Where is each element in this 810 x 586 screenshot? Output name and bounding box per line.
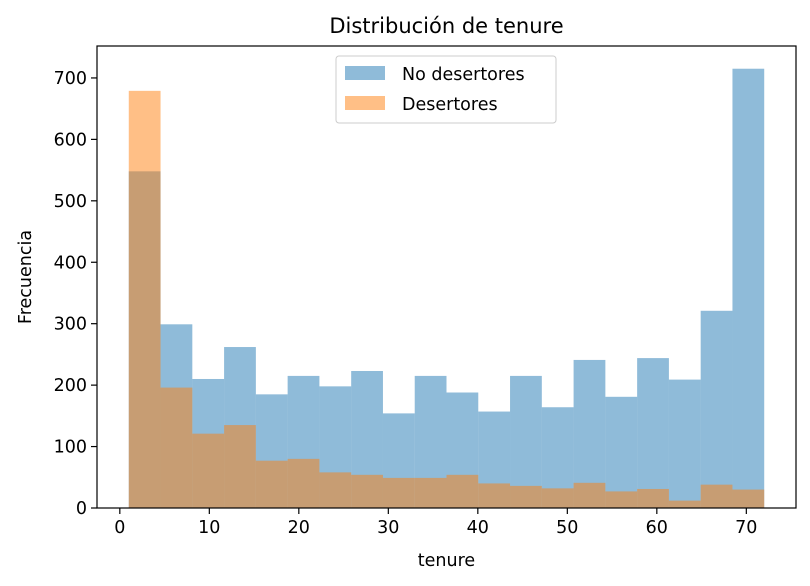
bar-desertores <box>351 474 383 508</box>
x-tick-label: 0 <box>114 518 125 538</box>
y-tick-label: 500 <box>54 192 87 212</box>
bar-desertores <box>382 477 415 508</box>
y-tick-label: 300 <box>54 315 87 335</box>
bar-desertores <box>732 489 765 508</box>
y-tick-label: 100 <box>54 438 87 458</box>
y-tick-label: 200 <box>54 376 87 396</box>
legend-box <box>335 55 557 124</box>
bar-desertores <box>573 482 606 508</box>
legend-swatch <box>345 66 385 80</box>
bar-desertores <box>255 460 288 508</box>
bar-desertores <box>637 488 669 508</box>
chart-title: Distribución de tenure <box>329 14 563 38</box>
bar-desertores <box>510 485 542 508</box>
x-tick-label: 40 <box>467 518 489 538</box>
y-axis-label: Frecuencia <box>16 230 36 324</box>
legend-swatch <box>345 96 385 110</box>
bar-desertores <box>319 472 352 508</box>
bar-desertores <box>700 484 733 508</box>
x-tick-label: 70 <box>735 518 757 538</box>
bar-desertores <box>224 425 256 508</box>
bar-desertores <box>287 458 320 508</box>
axes-frame <box>96 45 797 509</box>
bar-no-desertores <box>605 396 638 508</box>
y-tick-label: 0 <box>76 499 87 519</box>
bar-no-desertores <box>700 310 733 508</box>
bar-desertores <box>160 387 193 508</box>
bar-desertores <box>446 474 479 508</box>
x-tick-label: 60 <box>646 518 668 538</box>
bar-desertores <box>478 483 511 508</box>
legend: No desertores Desertores <box>335 55 557 124</box>
x-tick-label: 50 <box>556 518 578 538</box>
bar-desertores <box>128 90 161 509</box>
x-axis-label: tenure <box>418 551 475 571</box>
bar-no-desertores <box>637 358 669 508</box>
bar-desertores <box>668 500 701 508</box>
x-tick-label: 30 <box>377 518 399 538</box>
bar-no-desertores <box>732 68 765 508</box>
y-tick-label: 700 <box>54 69 87 89</box>
x-tick-label: 10 <box>198 518 220 538</box>
bars-group <box>128 68 765 509</box>
y-tick-label: 400 <box>54 253 87 273</box>
x-tick-label: 20 <box>288 518 310 538</box>
bar-no-desertores <box>668 379 701 508</box>
bar-desertores <box>541 488 574 508</box>
bar-desertores <box>414 477 447 508</box>
bar-desertores <box>192 433 225 508</box>
legend-label: No desertores <box>402 65 525 85</box>
bar-desertores <box>605 491 638 508</box>
y-tick-label: 600 <box>54 130 87 150</box>
legend-label: Desertores <box>402 95 498 115</box>
